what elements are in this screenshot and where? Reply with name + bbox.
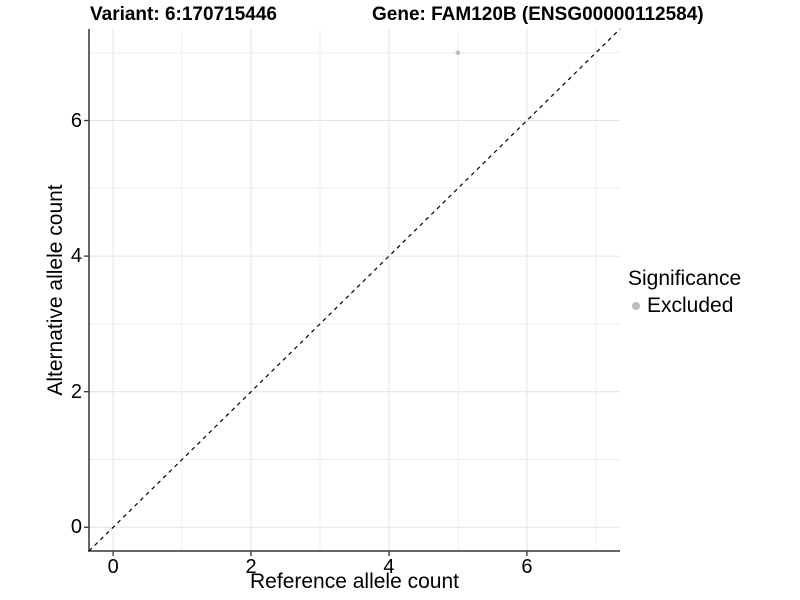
x-tick-label: 4 (383, 556, 395, 578)
excluded-point-icon (632, 301, 640, 310)
legend: Significance Excluded (628, 267, 741, 317)
legend-item-excluded: Excluded (628, 294, 741, 317)
legend-title: Significance (628, 267, 742, 290)
data-point (455, 50, 461, 56)
gene-title: Gene: FAM120B (ENSG00000112584) (372, 4, 704, 25)
y-tick-label: 2 (70, 380, 82, 403)
y-tick-label: 4 (70, 245, 82, 268)
x-axis-title: Reference allele count (250, 570, 459, 593)
variant-title: Variant: 6:170715446 (90, 4, 277, 25)
y-tick-label: 6 (70, 109, 82, 132)
panel-background (89, 29, 620, 551)
y-axis-title: Alternative allele count (44, 184, 67, 396)
y-tick-label: 0 (70, 516, 82, 539)
x-tick-label: 2 (245, 556, 257, 578)
x-tick-label: 0 (107, 556, 119, 578)
x-tick-label: 6 (521, 556, 533, 578)
legend-item-label: Excluded (647, 294, 734, 317)
